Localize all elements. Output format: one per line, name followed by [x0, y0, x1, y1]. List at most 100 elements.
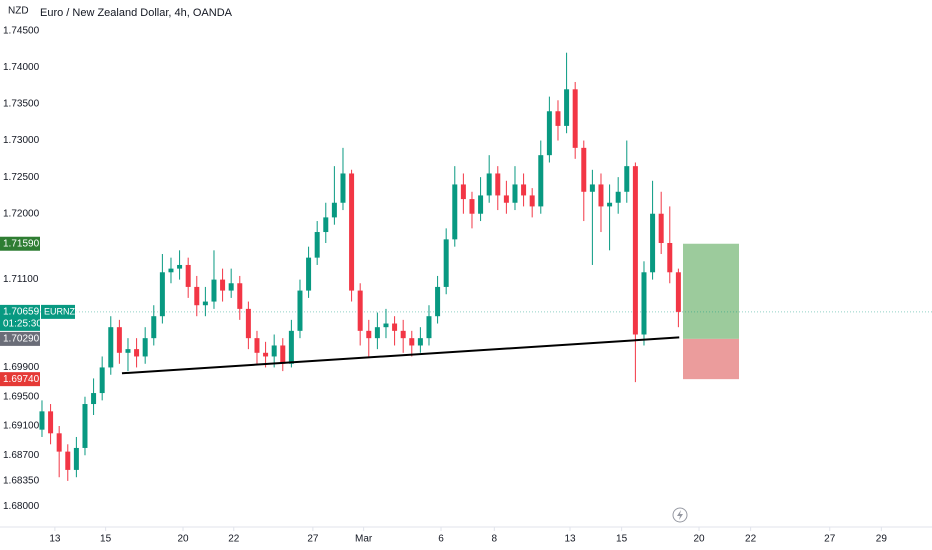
candle-body — [185, 264, 191, 287]
x-tick-label: 20 — [177, 534, 189, 545]
x-tick-label: 13 — [49, 534, 61, 545]
candle-body — [512, 184, 518, 203]
candle-body — [417, 338, 423, 346]
candle-body — [168, 268, 174, 273]
y-tick-label: 1.72500 — [3, 172, 40, 183]
candle-body — [306, 257, 312, 291]
candle-body — [228, 283, 234, 291]
y-tick-label: 1.68700 — [3, 450, 40, 461]
y-tick-label: 1.72000 — [3, 208, 40, 219]
x-tick-label: 15 — [616, 534, 628, 545]
y-tick-label: 1.71100 — [3, 274, 39, 285]
currency-label: NZD — [8, 6, 29, 17]
symbol-tag: EURNZD — [44, 306, 82, 316]
candle-body — [91, 393, 97, 405]
candle-body — [383, 323, 389, 328]
candle-body — [469, 199, 475, 214]
x-tick-label: 15 — [100, 534, 112, 545]
x-tick-label: 27 — [824, 534, 836, 545]
candle-body — [48, 411, 54, 434]
y-tick-label: 1.74500 — [3, 25, 40, 36]
candle-body — [435, 286, 441, 317]
entry-tag-bg — [0, 331, 40, 346]
candle-body — [194, 286, 200, 306]
profit-zone — [683, 243, 739, 339]
countdown: 01:25:30 — [3, 319, 42, 330]
candle-body — [271, 345, 277, 357]
candle-body — [675, 272, 681, 312]
candle-body — [589, 184, 595, 192]
candle-body — [581, 147, 587, 192]
x-tick-label: 27 — [307, 534, 319, 545]
candle-body — [39, 411, 45, 430]
candle-body — [667, 243, 673, 273]
y-tick-label: 1.69100 — [3, 421, 40, 432]
candle-body — [65, 451, 71, 470]
candle-body — [202, 301, 208, 306]
candle-body — [495, 173, 501, 196]
candle-body — [374, 327, 380, 339]
candle-body — [598, 184, 604, 207]
stop-tag: 1.69740 — [3, 374, 40, 385]
candle-body — [73, 447, 79, 470]
candle-body — [245, 308, 251, 339]
candle-body — [426, 316, 432, 339]
candle-body — [400, 330, 406, 339]
candle-body — [340, 173, 346, 203]
candle-body — [108, 327, 114, 368]
y-tick-label: 1.73500 — [3, 99, 40, 110]
current-price-tag: 1.70659 — [3, 307, 40, 318]
candle-body — [503, 195, 509, 203]
candle-body — [82, 404, 88, 448]
candle-body — [297, 290, 303, 331]
candle-body — [478, 195, 484, 214]
candle-body — [624, 166, 630, 192]
candle-body — [220, 279, 226, 291]
candle-body — [56, 433, 62, 452]
candle-body — [125, 349, 131, 353]
target-tag: 1.71590 — [3, 238, 40, 249]
x-tick-label: 13 — [564, 534, 576, 545]
candle-body — [177, 264, 183, 269]
candle-body — [280, 345, 286, 364]
candle-body — [263, 352, 269, 357]
y-tick-label: 1.69500 — [3, 391, 40, 402]
candle-body — [288, 330, 294, 364]
candle-body — [323, 217, 329, 233]
candle-body — [460, 184, 466, 200]
candle-body — [658, 213, 664, 244]
candle-body — [632, 166, 638, 335]
y-tick-label: 1.68000 — [3, 501, 40, 512]
chart-title: Euro / New Zealand Dollar, 4h, OANDA — [40, 7, 233, 19]
current-price-tag-bg — [0, 304, 40, 331]
candle-body — [452, 184, 458, 240]
trendline — [121, 336, 680, 375]
candle-body — [159, 272, 165, 317]
y-tick-label: 1.74000 — [3, 62, 40, 73]
x-tick-label: 8 — [492, 534, 498, 545]
candle-body — [349, 173, 355, 291]
lightning-icon — [672, 507, 688, 523]
candle-body — [572, 89, 578, 148]
target-tag-bg — [0, 236, 40, 251]
x-tick-label: 20 — [693, 534, 705, 545]
candle-body — [254, 338, 260, 353]
x-tick-label: 22 — [228, 534, 240, 545]
x-tick-label: 29 — [876, 534, 888, 545]
candle-body — [357, 290, 363, 331]
candle-body — [555, 111, 561, 126]
candle-body — [521, 184, 527, 196]
entry-tag: 1.70290 — [3, 334, 40, 345]
candle-body — [392, 323, 398, 331]
candle-body — [237, 283, 243, 309]
candle-body — [314, 232, 320, 258]
candle-body — [650, 213, 656, 273]
candle-body — [99, 367, 105, 394]
y-tick-label: 1.73000 — [3, 135, 40, 146]
candle-body — [366, 330, 372, 339]
candle-body — [564, 89, 570, 126]
candle-body — [151, 316, 157, 339]
candle-body — [538, 155, 544, 207]
x-tick-label: 6 — [438, 534, 444, 545]
